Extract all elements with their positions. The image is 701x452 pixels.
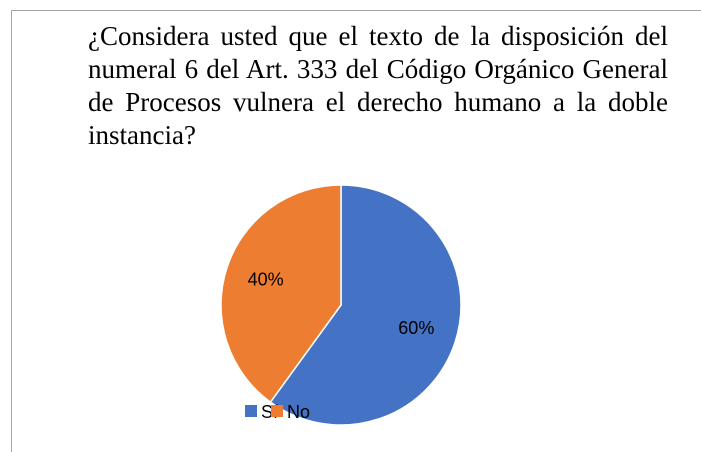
data-label: 40% [248, 269, 284, 289]
legend-label: No [287, 402, 310, 422]
pie-slice [220, 184, 342, 404]
data-label: 60% [398, 318, 434, 338]
legend-swatch [271, 405, 283, 417]
legend-swatch [245, 405, 257, 417]
chart-title: ¿Considera usted que el texto de la disp… [88, 21, 668, 150]
pie-slice [269, 184, 462, 426]
